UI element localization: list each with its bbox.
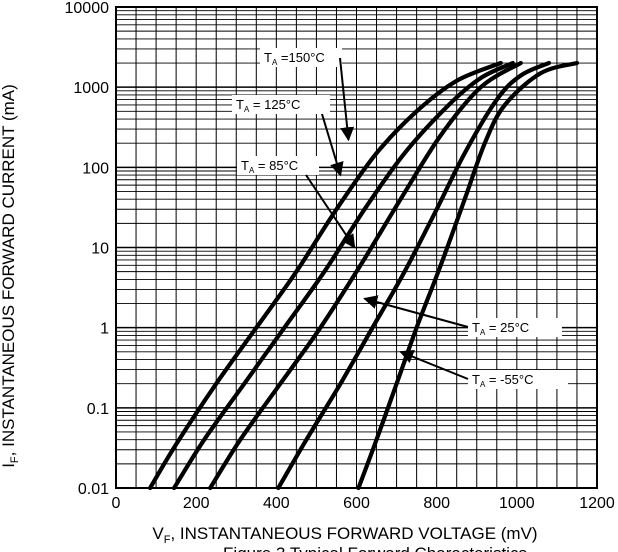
y-tick-label: 1000 bbox=[73, 80, 109, 97]
y-tick-label: 0.01 bbox=[78, 481, 109, 498]
series-line-1 bbox=[148, 60, 503, 491]
annotation-label-5: TA = -55°C bbox=[472, 372, 534, 389]
annotation-label-1: TA =150°C bbox=[264, 50, 325, 67]
series-line-5 bbox=[356, 60, 580, 491]
annotation-arrow-4 bbox=[363, 295, 469, 328]
annotations-group: TA =150°C TA = 125°C TA = 85°C TA = 25°C TA … bbox=[232, 48, 568, 389]
y-tick-label: 0.1 bbox=[87, 401, 109, 418]
x-tick-label: 1200 bbox=[579, 495, 615, 512]
annotation-arrow-1 bbox=[339, 57, 355, 142]
series-line-4 bbox=[276, 60, 551, 491]
x-tick-label: 200 bbox=[183, 495, 210, 512]
annotation-arrow-5 bbox=[399, 350, 469, 380]
y-tick-label: 10 bbox=[91, 241, 109, 258]
annotation-label-bg-1 bbox=[260, 48, 342, 67]
annotation-label-bg-5 bbox=[468, 370, 568, 389]
annotation-label-4: TA = 25°C bbox=[472, 320, 529, 337]
x-tick-label: 800 bbox=[423, 495, 450, 512]
tick-labels: 0 200 400 600 800 1000 1200 0.01 0.1 1 10 100 1000 10… bbox=[65, 0, 615, 512]
plot-area-frame bbox=[115, 6, 598, 489]
figure-caption: Figure 3 Typical Forward Characteristics bbox=[223, 544, 527, 552]
annotation-label-bg-4 bbox=[468, 318, 562, 337]
annotation-arrow-3 bbox=[305, 174, 356, 249]
x-tick-label: 400 bbox=[263, 495, 290, 512]
x-tick-label: 0 bbox=[112, 495, 121, 512]
x-tick-label: 1000 bbox=[499, 495, 535, 512]
y-tick-label: 1 bbox=[100, 321, 109, 338]
annotation-label-bg-2 bbox=[232, 95, 330, 114]
x-tick-label: 600 bbox=[343, 495, 370, 512]
annotation-label-3: TA = 85°C bbox=[241, 158, 298, 175]
annotation-label-bg-3 bbox=[237, 156, 319, 175]
y-axis-title: IF, INSTANTANEOUS FORWARD CURRENT (mA) bbox=[0, 84, 21, 468]
series-line-3 bbox=[208, 60, 523, 491]
annotation-label-2: TA = 125°C bbox=[236, 97, 300, 114]
annotation-arrow-2 bbox=[321, 113, 344, 177]
y-tick-label: 100 bbox=[82, 160, 109, 177]
y-tick-label: 10000 bbox=[65, 0, 110, 17]
x-axis-title: VF, INSTANTANEOUS FORWARD VOLTAGE (mV) bbox=[152, 524, 537, 546]
